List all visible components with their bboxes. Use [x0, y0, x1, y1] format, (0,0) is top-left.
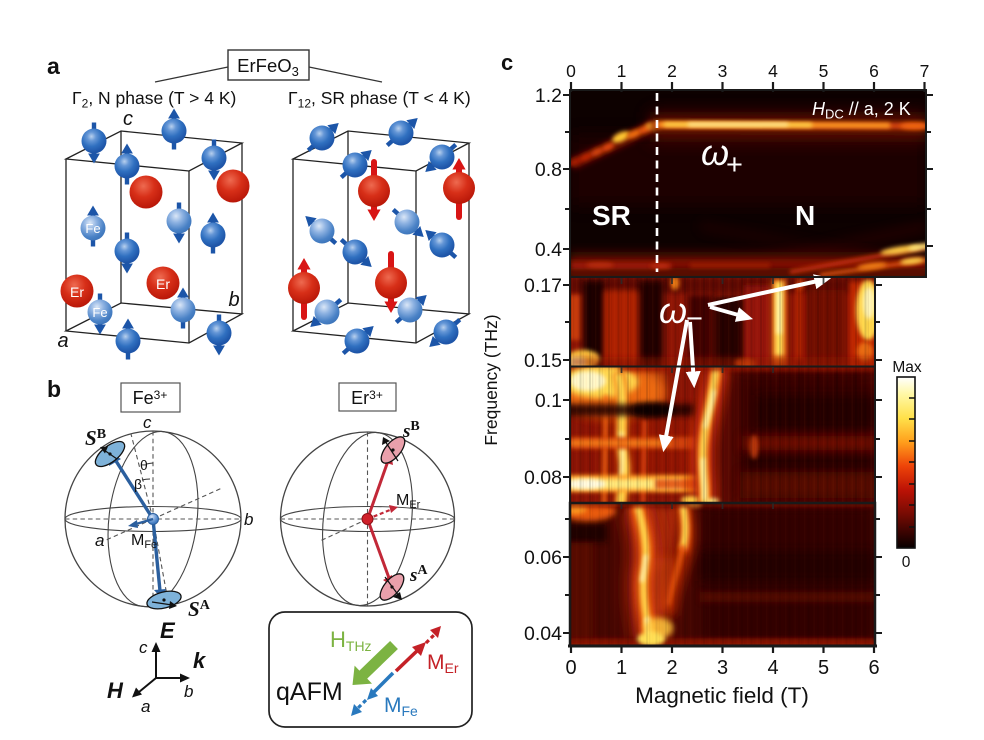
svg-text:1: 1	[616, 657, 627, 679]
svg-text:c: c	[501, 50, 513, 75]
svg-text:+: +	[726, 149, 743, 181]
svg-text:a: a	[141, 697, 150, 716]
svg-text:3: 3	[717, 657, 728, 679]
svg-text:a: a	[57, 330, 68, 352]
svg-text:β: β	[134, 476, 142, 492]
svg-text:SR: SR	[592, 200, 631, 231]
svg-text:a: a	[47, 53, 60, 79]
svg-text:0: 0	[566, 61, 576, 81]
svg-text:a: a	[95, 531, 104, 550]
svg-text:sA: sA	[409, 563, 428, 586]
svg-text:0.06: 0.06	[524, 547, 562, 569]
svg-text:0.15: 0.15	[524, 350, 562, 372]
svg-text:Γ2, N phase (T > 4 K): Γ2, N phase (T > 4 K)	[72, 88, 236, 111]
svg-text:b: b	[228, 289, 239, 311]
svg-text:ErFeO3: ErFeO3	[237, 55, 299, 79]
svg-text:7: 7	[920, 61, 930, 81]
svg-text:0: 0	[565, 657, 576, 679]
svg-text:k: k	[193, 648, 207, 673]
svg-text:4: 4	[768, 61, 778, 81]
svg-text:0: 0	[902, 554, 911, 571]
svg-text:0.1: 0.1	[535, 390, 562, 412]
svg-text:0.8: 0.8	[535, 159, 562, 181]
svg-text:Γ12, SR phase (T < 4 K): Γ12, SR phase (T < 4 K)	[288, 88, 471, 111]
svg-text:b: b	[184, 682, 193, 701]
svg-text:E: E	[160, 618, 176, 643]
svg-text:Er: Er	[156, 276, 170, 292]
svg-text:H: H	[107, 678, 124, 703]
svg-text:2: 2	[666, 657, 677, 679]
svg-text:Frequency (THz): Frequency (THz)	[481, 314, 501, 445]
svg-text:6: 6	[868, 657, 879, 679]
svg-text:c: c	[143, 413, 152, 432]
svg-text:qAFM: qAFM	[276, 678, 343, 706]
svg-text:ω: ω	[659, 290, 687, 331]
svg-text:2: 2	[667, 61, 677, 81]
svg-text:b: b	[244, 510, 253, 529]
svg-text:b: b	[47, 376, 61, 402]
svg-text:Er: Er	[70, 284, 84, 300]
svg-text:Fe: Fe	[85, 221, 100, 236]
svg-text:SA: SA	[188, 597, 211, 621]
svg-text:1.2: 1.2	[535, 85, 562, 107]
svg-text:θ: θ	[140, 457, 148, 473]
svg-text:Fe: Fe	[92, 305, 107, 320]
svg-text:5: 5	[819, 61, 829, 81]
svg-text:Magnetic field (T): Magnetic field (T)	[635, 683, 809, 708]
svg-text:MFe: MFe	[384, 694, 418, 719]
svg-text:c: c	[139, 638, 148, 657]
svg-text:MEr: MEr	[396, 492, 421, 511]
svg-text:−: −	[686, 303, 703, 335]
svg-text:3: 3	[718, 61, 728, 81]
svg-text:N: N	[795, 200, 815, 231]
svg-text:ω: ω	[701, 132, 729, 173]
svg-text:1: 1	[617, 61, 627, 81]
svg-text:0.4: 0.4	[535, 239, 562, 261]
svg-text:4: 4	[767, 657, 778, 679]
svg-text:sB: sB	[402, 419, 420, 442]
svg-text:HDC // a, 2 K: HDC // a, 2 K	[812, 99, 911, 122]
svg-text:0.17: 0.17	[524, 275, 562, 297]
svg-text:5: 5	[818, 657, 829, 679]
svg-text:0.04: 0.04	[524, 623, 562, 645]
svg-text:6: 6	[869, 61, 879, 81]
svg-text:c: c	[123, 108, 133, 130]
svg-text:Max: Max	[892, 359, 922, 376]
svg-text:0.08: 0.08	[524, 467, 562, 489]
